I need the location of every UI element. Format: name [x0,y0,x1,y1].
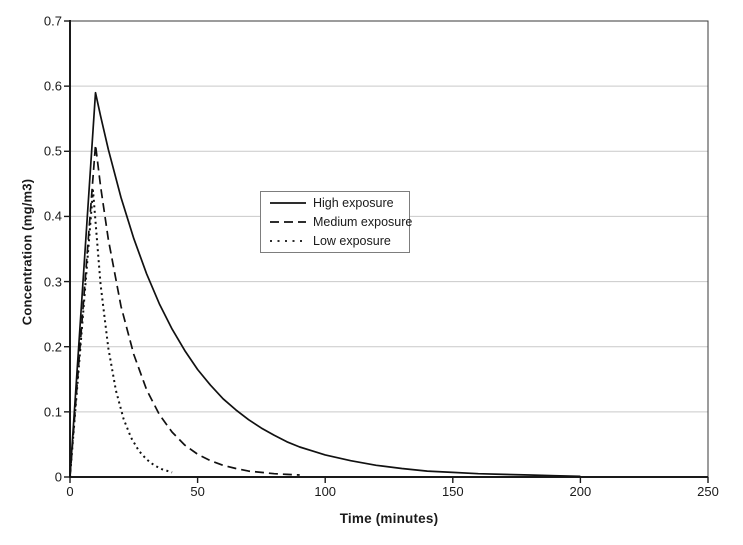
y-tick-label: 0 [54,469,62,485]
x-tick-label: 100 [314,484,337,499]
x-tick-label: 250 [697,484,719,499]
legend-label: Medium exposure [313,215,413,229]
y-tick-label: 0.1 [43,404,62,420]
legend-item: Low exposure [269,233,409,250]
y-tick-label: 0.7 [43,13,62,29]
y-tick-label: 0.6 [43,78,62,94]
series-line-dotted [69,189,173,478]
x-axis-tick-labels: 0 50 100 150 200 250 [0,485,743,501]
y-tick-label: 0.2 [43,339,62,355]
legend-line-sample-dashed [270,221,306,223]
legend: High exposure Medium exposure Low exposure [260,191,413,253]
y-axis-tick-labels: 0 0.1 0.2 0.3 0.4 0.5 0.6 0.7 [0,0,62,545]
x-axis-title: Time (minutes) [339,511,439,526]
y-axis-title: Concentration (mg/m3) [19,178,35,326]
legend-item: Medium exposure [269,214,413,231]
x-tick-label: 0 [66,484,74,499]
y-tick-label: 0.5 [43,143,62,159]
legend-line-sample-dotted [270,240,306,242]
legend-line-sample-solid [270,202,306,204]
x-tick-label: 200 [569,484,592,499]
x-tick-label: 150 [441,484,464,499]
y-tick-label: 0.3 [43,274,62,290]
series-line-solid [69,91,581,478]
x-tick-label: 50 [190,484,205,499]
legend-label: Low exposure [313,234,391,248]
legend-item: High exposure [269,195,409,212]
series-line-dashed [69,143,300,478]
legend-label: High exposure [313,196,394,210]
y-tick-label: 0.4 [43,208,62,224]
